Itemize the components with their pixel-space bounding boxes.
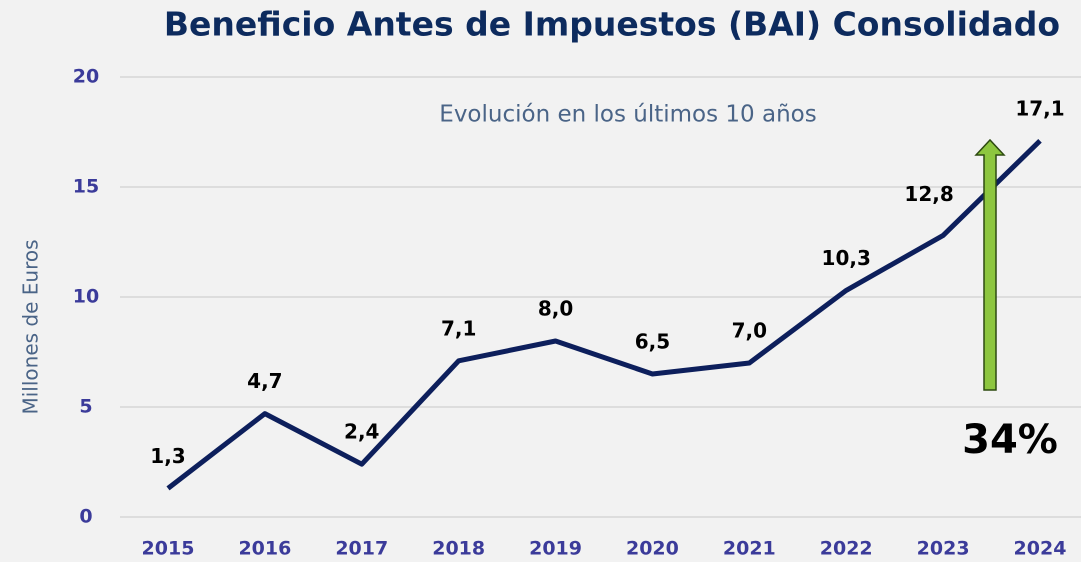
subtitle: Evolución en los últimos 10 años	[439, 102, 816, 128]
data-label: 1,3	[150, 444, 185, 468]
y-tick-label: 5	[79, 396, 92, 418]
arrow	[974, 138, 1006, 391]
data-label: 12,8	[904, 182, 953, 206]
data-label: 4,7	[247, 369, 282, 393]
data-label: 10,3	[822, 246, 871, 270]
x-tick-label: 2021	[723, 538, 776, 560]
marks: 1,3 4,7 2,4 7,1 8,0 6,5 7,0 10,3 12,8 17,1	[150, 96, 1065, 491]
x-tick-label: 2017	[335, 538, 388, 560]
y-tick-label: 10	[73, 286, 99, 308]
line	[166, 139, 1042, 491]
y-tick-label: 0	[79, 506, 92, 528]
x-tick-label: 2023	[917, 538, 970, 560]
x-tick-label: 2018	[432, 538, 485, 560]
data-label: 7,1	[441, 316, 476, 340]
x-tick-label: 2022	[820, 538, 873, 560]
data-label: 8,0	[538, 297, 573, 321]
annotation: 34%	[962, 417, 1058, 463]
chart-title: Beneficio Antes de Impuestos (BAI) Conso…	[164, 5, 1060, 44]
x-tick-label: 2016	[238, 538, 291, 560]
x-tick-label: 2020	[626, 538, 679, 560]
data-label: 2,4	[344, 420, 379, 444]
y-axis-label: Millones de Euros	[19, 239, 43, 414]
x-tick-label: 2024	[1014, 538, 1067, 560]
x-tick-label: 2019	[529, 538, 582, 560]
data-label: 7,0	[732, 319, 767, 343]
data-label: 17,1	[1015, 96, 1064, 120]
grid: 0 5 10 15 20 2015 2016 2017 2018 2019 2020 2021 2022…	[73, 66, 1081, 560]
y-tick-label: 20	[73, 66, 99, 88]
y-tick-label: 15	[73, 176, 99, 198]
x-tick-label: 2015	[142, 538, 195, 560]
data-label: 6,5	[635, 330, 670, 354]
